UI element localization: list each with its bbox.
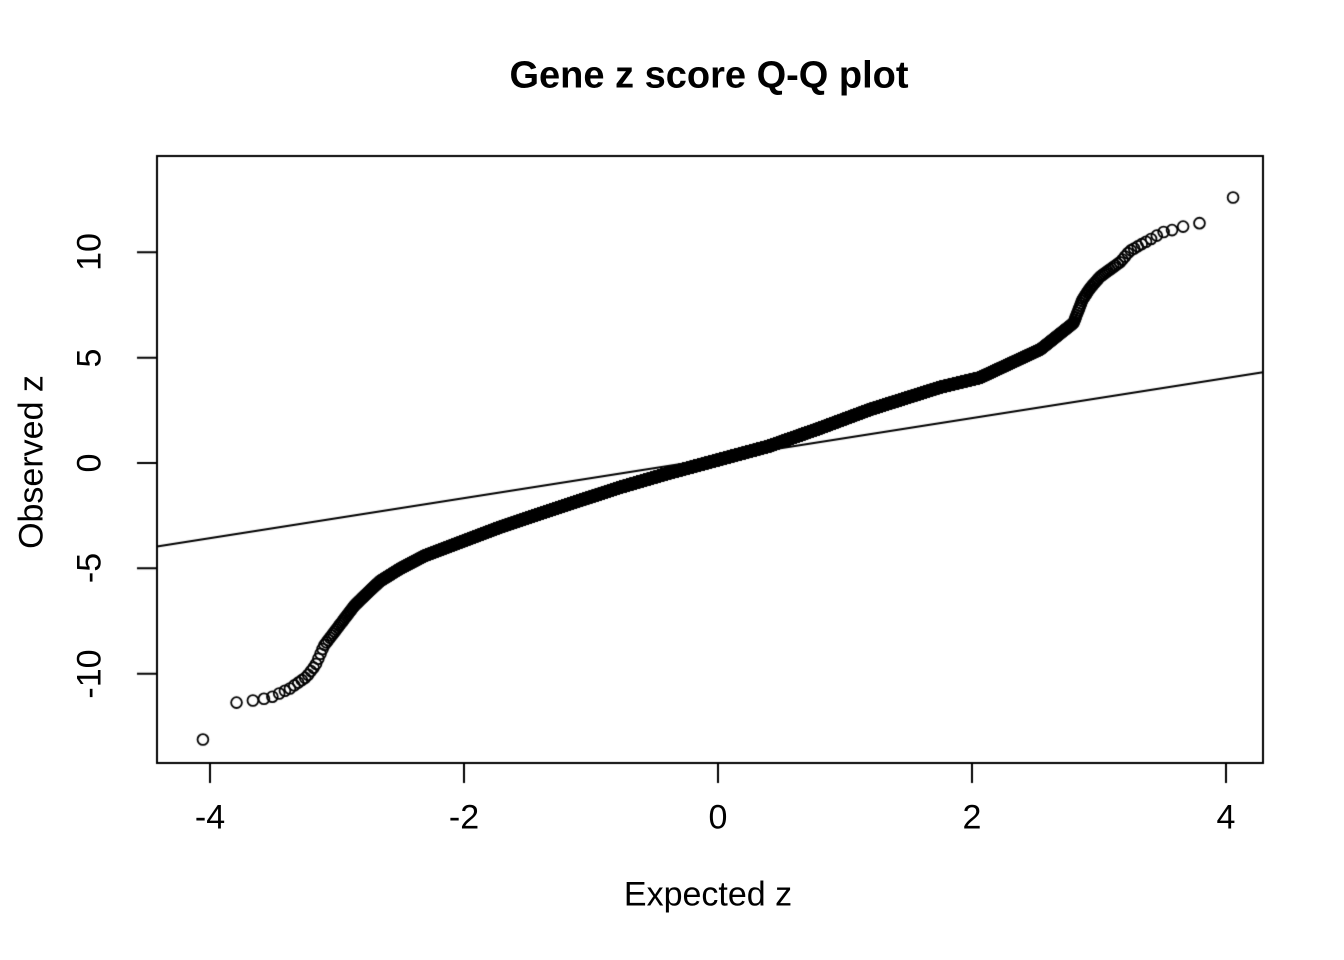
y-tick-label: 10 <box>70 233 109 272</box>
x-tick-label: -4 <box>194 798 226 837</box>
chart-title: Gene z score Q-Q plot <box>509 54 909 97</box>
y-tick-label: 5 <box>70 348 109 368</box>
x-tick-label: 2 <box>962 798 982 837</box>
x-axis-label: Expected z <box>623 875 793 914</box>
y-tick-label: -5 <box>70 553 109 584</box>
y-tick-label: -10 <box>70 649 109 699</box>
x-tick-label: 0 <box>708 798 728 837</box>
y-tick-label: 0 <box>70 453 109 473</box>
y-axis-label: Observed z <box>12 375 51 549</box>
x-tick-label: 4 <box>1216 798 1236 837</box>
x-tick-label: -2 <box>448 798 480 837</box>
